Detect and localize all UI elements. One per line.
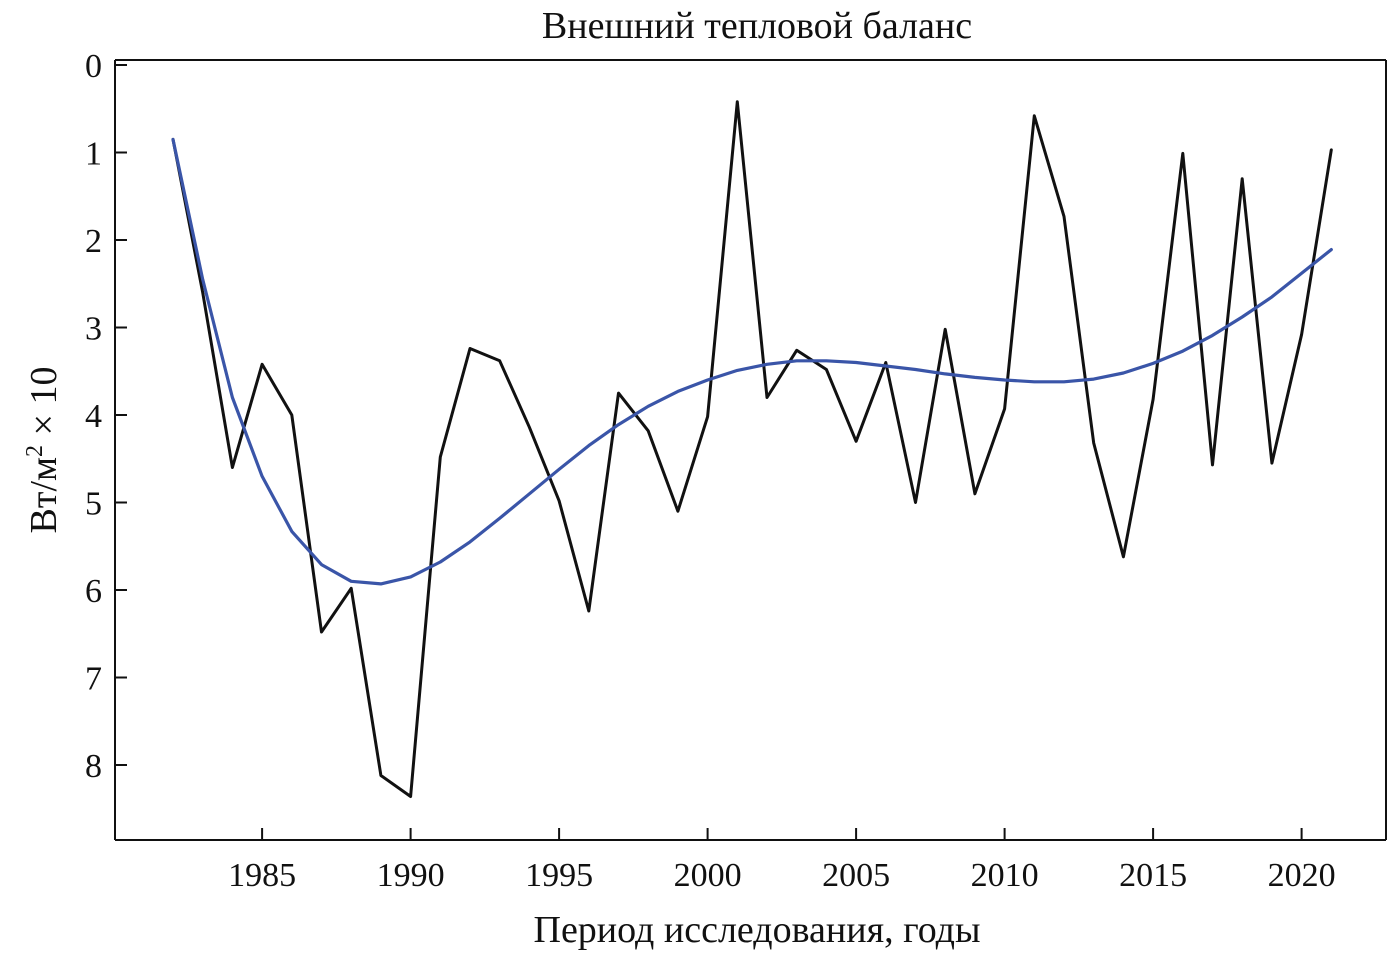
y-tick-label-5: 5 [85,486,102,523]
y-tick-label-6: 6 [85,573,102,610]
x-tick-label-2005: 2005 [822,857,890,894]
x-tick-label-1995: 1995 [525,857,593,894]
observed-series-line [171,100,1333,798]
x-tick-label-1985: 1985 [228,857,296,894]
y-axis-label-main: Вт/м [23,457,65,534]
y-axis-label-sup: 2 [22,445,48,457]
chart-title: Внешний тепловой баланс [542,5,972,47]
y-axis-label-tail: × 10 [23,367,65,445]
x-axis-label: Период исследования, годы [534,909,981,951]
y-tick-label-3: 3 [85,311,102,348]
y-tick-label-7: 7 [85,661,102,698]
y-tick-label-0: 0 [85,48,102,85]
trend-series-line [171,137,1333,586]
y-axis-label: Вт/м2 × 10 [22,367,65,534]
y-tick-label-4: 4 [85,398,102,435]
series-layer [171,100,1333,798]
x-tick-label-2000: 2000 [674,857,742,894]
x-tick-label-2010: 2010 [971,857,1039,894]
y-axis-ticks: 0 1 2 3 4 5 6 7 8 [85,48,127,785]
y-tick-label-1: 1 [85,136,102,173]
plot-frame [114,59,1387,841]
y-tick-label-2: 2 [85,223,102,260]
x-axis-ticks: 1985 1990 1995 2000 2005 2010 2015 2020 [228,828,1336,894]
x-tick-label-2015: 2015 [1119,857,1187,894]
x-tick-label-2020: 2020 [1268,857,1336,894]
x-tick-label-1990: 1990 [377,857,445,894]
y-tick-label-8: 8 [85,748,102,785]
